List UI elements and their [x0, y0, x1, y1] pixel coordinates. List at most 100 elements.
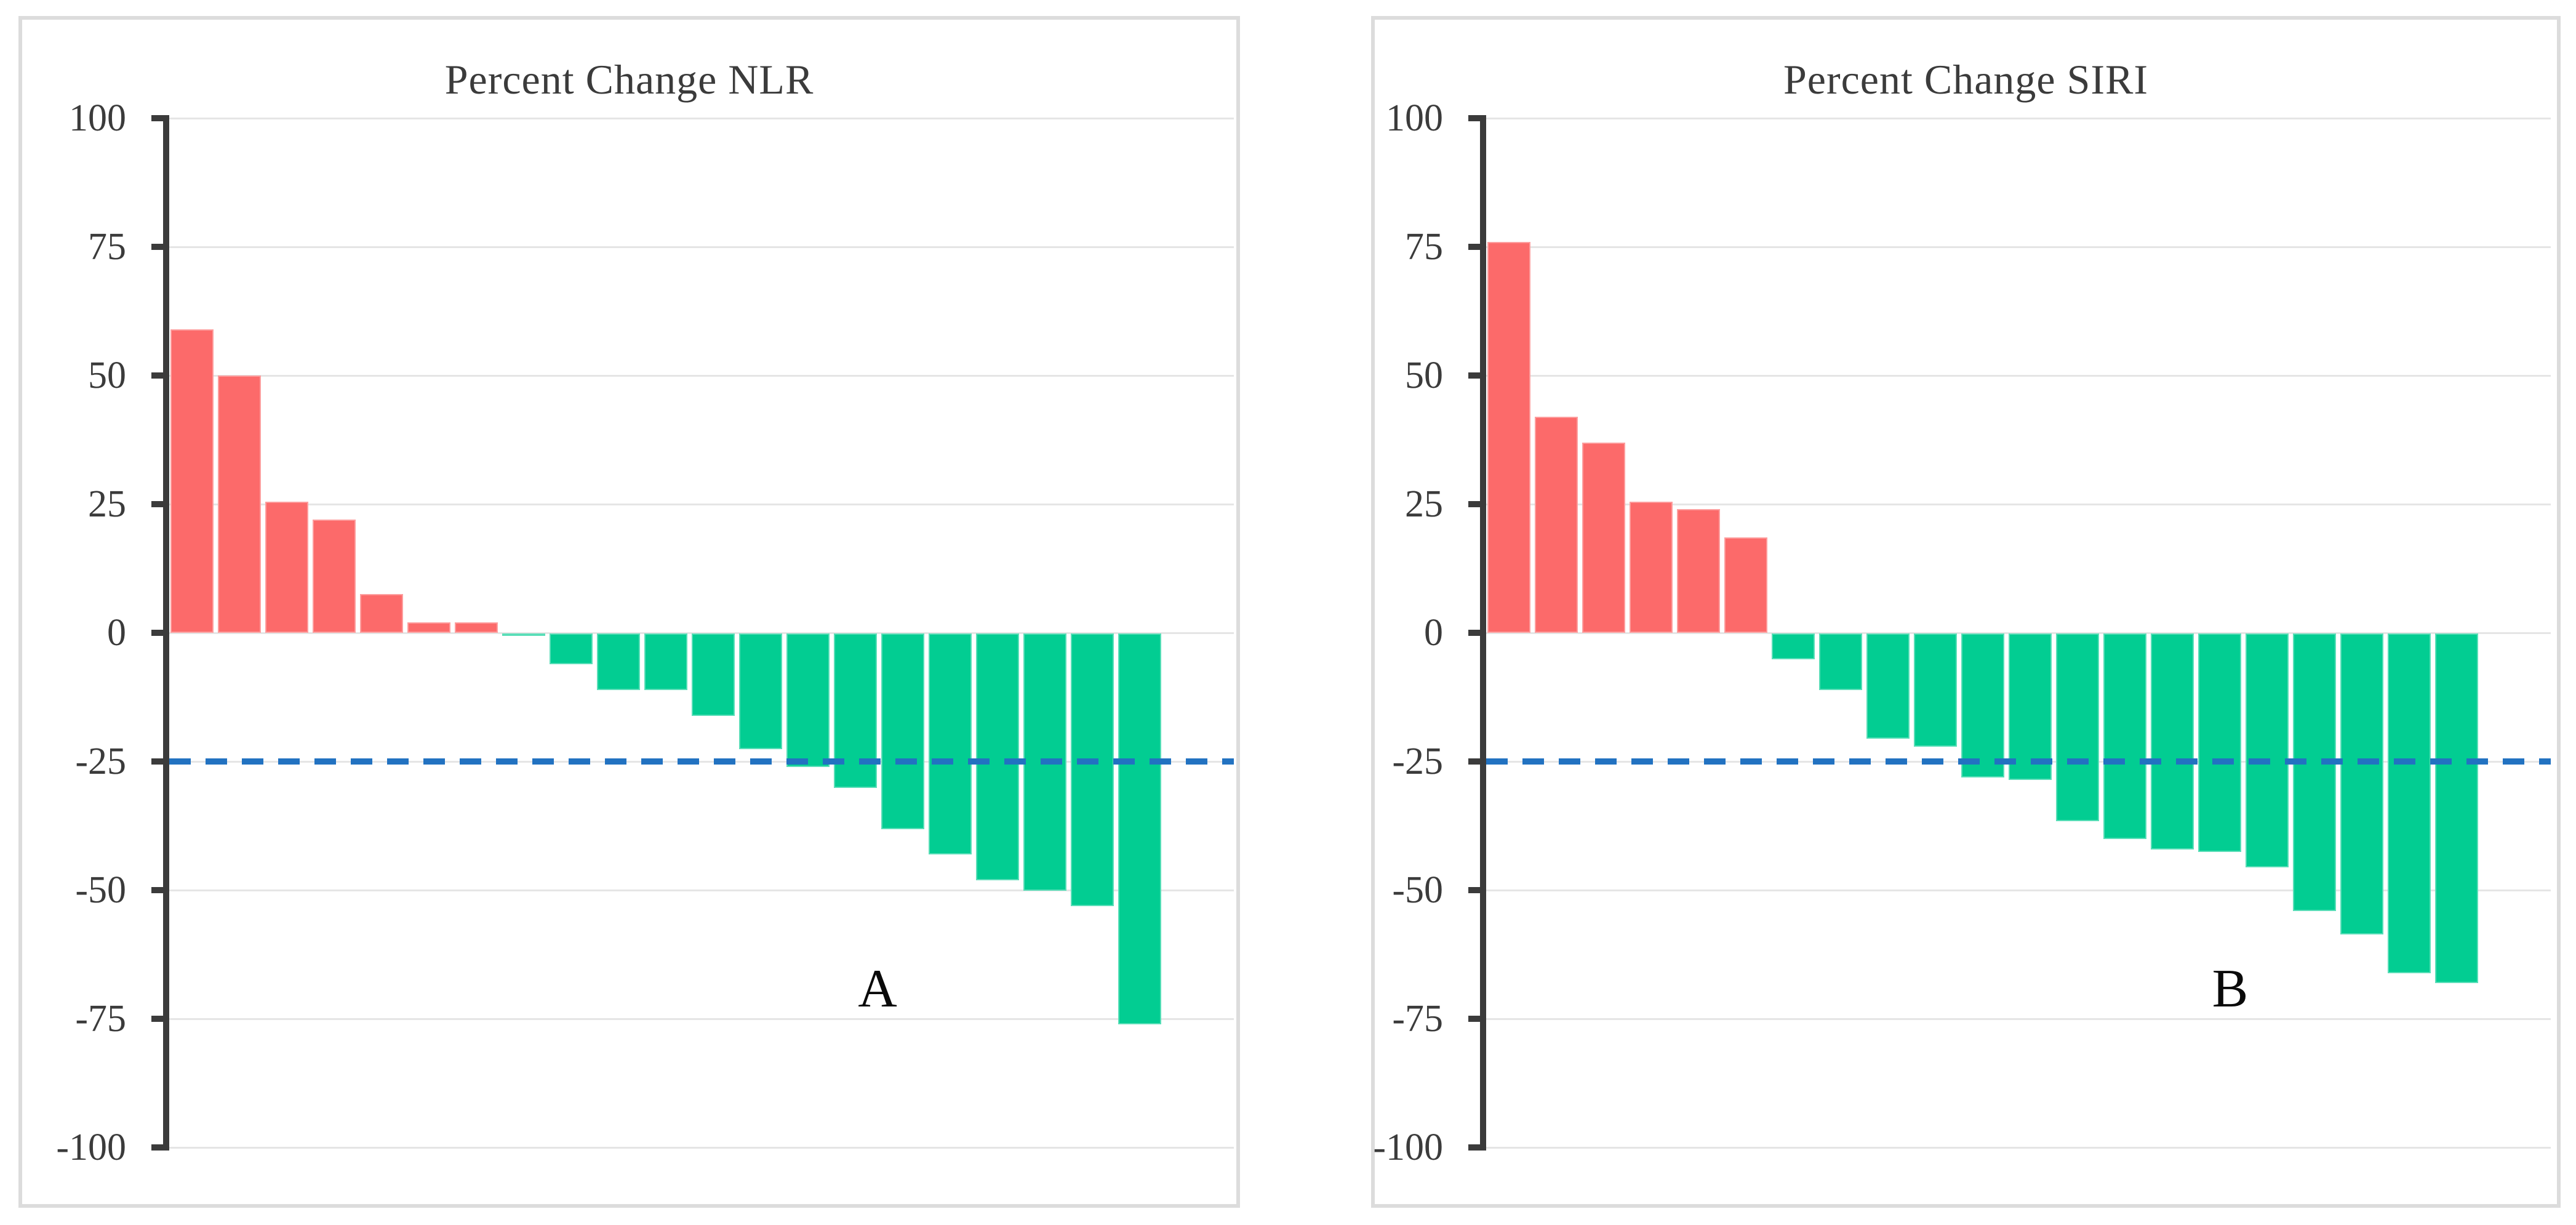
- reference-line: [1486, 758, 2551, 765]
- y-gridline: [169, 246, 1234, 248]
- reference-line: [169, 758, 1234, 765]
- y-tick-label: 25: [1405, 483, 1443, 525]
- y-tick-mark: [1468, 1016, 1480, 1022]
- y-gridline: [169, 374, 1234, 377]
- y-gridline: [1486, 632, 2551, 634]
- bar-positive: [407, 622, 450, 633]
- y-gridline: [169, 117, 1234, 119]
- chart-title-nlr: Percent Change NLR: [444, 56, 814, 103]
- bar-negative: [2056, 633, 2099, 822]
- bar-negative: [1772, 633, 1815, 659]
- y-gridline: [1486, 374, 2551, 377]
- y-gridline: [1486, 889, 2551, 891]
- y-gridline: [169, 1018, 1234, 1020]
- y-tick-mark: [151, 244, 163, 250]
- bar-negative: [2293, 633, 2336, 912]
- y-tick-label: -50: [75, 869, 126, 911]
- bar-negative: [2246, 633, 2289, 868]
- bar-positive: [313, 520, 356, 633]
- y-gridline: [169, 1146, 1234, 1149]
- y-tick-label: 75: [1405, 226, 1443, 268]
- bar-negative: [644, 633, 687, 690]
- bar-positive: [1630, 501, 1673, 633]
- bar-negative: [2103, 633, 2146, 840]
- y-gridline: [169, 503, 1234, 505]
- bar-negative: [1118, 633, 1161, 1025]
- y-tick-label: 75: [88, 226, 126, 268]
- plot-area-nlr: 100 75 50 25 0 -25 -50 -75 -100: [56, 97, 1234, 1168]
- panel-letter-a: A: [858, 959, 897, 1019]
- y-tick-label: -50: [1392, 869, 1443, 911]
- y-tick-label: 50: [1405, 355, 1443, 396]
- y-tick-mark: [151, 501, 163, 507]
- plot-area-siri: 100 75 50 25 0 -25 -50 -75 -100: [1373, 97, 2551, 1168]
- y-tick-mark: [1468, 244, 1480, 250]
- bar-positive: [455, 622, 498, 633]
- bar-negative: [1866, 633, 1910, 739]
- y-tick-label: 50: [88, 355, 126, 396]
- bar-positive: [170, 329, 214, 633]
- bar-negative: [1819, 633, 1862, 690]
- y-tick-mark: [1468, 630, 1480, 636]
- y-tick-mark: [151, 630, 163, 636]
- y-tick-mark: [151, 1016, 163, 1022]
- y-axis-line: [163, 115, 169, 1151]
- y-tick-label: 0: [1424, 612, 1443, 654]
- y-tick-mark: [151, 372, 163, 379]
- y-axis-line: [1480, 115, 1486, 1151]
- bar-negative: [692, 633, 735, 716]
- bar-negative: [834, 633, 877, 788]
- bar-positive: [1487, 241, 1530, 633]
- bar-negative: [881, 633, 924, 829]
- y-tick-mark: [1468, 501, 1480, 507]
- bar-negative: [2151, 633, 2194, 850]
- y-tick-label: -75: [1392, 998, 1443, 1040]
- y-tick-mark: [1468, 372, 1480, 379]
- y-tick-label: -25: [75, 741, 126, 782]
- y-tick-label: 25: [88, 483, 126, 525]
- bar-negative: [597, 633, 640, 690]
- y-tick-mark: [1468, 1144, 1480, 1151]
- y-tick-mark: [151, 758, 163, 765]
- y-gridline: [1486, 117, 2551, 119]
- y-tick-label: -75: [75, 998, 126, 1040]
- y-tick-label: 100: [69, 97, 126, 139]
- y-gridline: [1486, 1018, 2551, 1020]
- bar-negative: [502, 633, 545, 637]
- chart-panel-siri: Percent Change SIRI 100 75 50 25 0 -25 -50 -75 -…: [1371, 16, 2561, 1208]
- y-gridline: [1486, 503, 2551, 505]
- bar-negative: [2435, 633, 2478, 984]
- y-tick-mark: [1468, 758, 1480, 765]
- y-gridline: [169, 889, 1234, 891]
- chart-panel-nlr: Percent Change NLR 100 75 50 25 0 -25 -50 -75 -1…: [18, 16, 1240, 1208]
- chart-title-siri: Percent Change SIRI: [1783, 56, 2149, 103]
- bar-positive: [265, 501, 308, 633]
- y-tick-label: -25: [1392, 741, 1443, 782]
- panel-letter-b: B: [2212, 959, 2249, 1019]
- y-tick-label: 100: [1386, 97, 1443, 139]
- y-gridline: [1486, 246, 2551, 248]
- bar-negative: [2340, 633, 2383, 935]
- bar-negative: [2388, 633, 2431, 973]
- y-tick-mark: [151, 887, 163, 893]
- bar-positive: [1724, 537, 1767, 633]
- bar-negative: [1914, 633, 1957, 747]
- bar-positive: [1677, 509, 1720, 633]
- y-tick-mark: [151, 1144, 163, 1151]
- bar-negative: [550, 633, 593, 665]
- bar-negative: [976, 633, 1019, 881]
- bar-negative: [1961, 633, 2004, 778]
- y-tick-label: -100: [56, 1127, 126, 1168]
- y-tick-label: -100: [1373, 1127, 1443, 1168]
- y-gridline: [169, 632, 1234, 634]
- bar-negative: [929, 633, 972, 855]
- bar-negative: [2009, 633, 2052, 781]
- bar-negative: [739, 633, 782, 750]
- y-tick-mark: [1468, 115, 1480, 121]
- bar-negative: [2198, 633, 2241, 853]
- bar-positive: [1535, 416, 1578, 633]
- y-tick-mark: [1468, 887, 1480, 893]
- bar-positive: [218, 376, 261, 633]
- y-gridline: [1486, 1146, 2551, 1149]
- bar-positive: [1582, 442, 1625, 633]
